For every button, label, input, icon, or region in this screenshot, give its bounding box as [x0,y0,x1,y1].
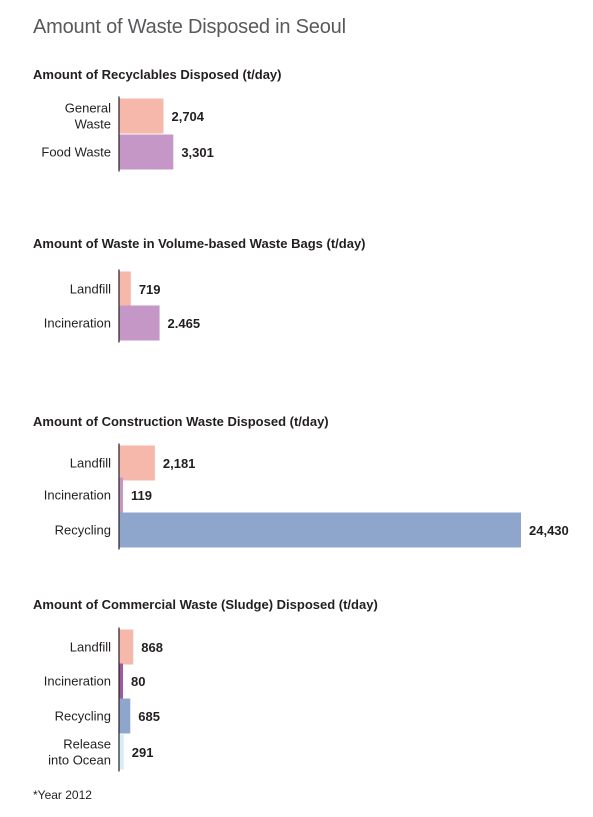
chart-title: Amount of Waste in Volume-based Waste Ba… [33,236,366,251]
chart-panel-4: Amount of Commercial Waste (Sludge) Disp… [33,597,378,772]
bar-incineration [119,663,123,699]
value-label: 24,430 [529,523,569,538]
chart-title: Amount of Construction Waste Disposed (t… [33,414,329,429]
bar-incineration [119,305,160,341]
value-label: 719 [139,282,161,297]
value-label: 291 [132,745,154,760]
bar-recycling [119,698,131,734]
category-label: General Waste [65,101,111,132]
chart-title: Amount of Recyclables Disposed (t/day) [33,67,282,82]
chart-title: Amount of Commercial Waste (Sludge) Disp… [33,597,378,612]
category-label: Landfill [70,282,111,297]
category-label: Incineration [44,674,111,689]
bar-release-into-ocean [119,734,124,770]
category-label: Landfill [70,456,111,471]
category-label: Recycling [55,709,111,724]
value-label: 868 [141,640,163,655]
value-label: 2,181 [163,456,196,471]
bar-recycling [119,512,521,548]
bar-landfill [119,271,131,307]
bar-general-waste [119,98,164,134]
chart-panel-3: Amount of Construction Waste Disposed (t… [33,414,569,550]
category-label: Food Waste [41,145,111,160]
category-label: Landfill [70,640,111,655]
bar-landfill [119,445,155,481]
value-label: 2.465 [168,316,201,331]
bar-incineration [119,477,123,513]
category-label: Incineration [44,316,111,331]
page-title: Amount of Waste Disposed in Seoul [33,16,346,38]
category-label: Incineration [44,488,111,503]
chart-panel-1: Amount of Recyclables Disposed (t/day) Ge… [33,67,282,172]
chart-panel-2: Amount of Waste in Volume-based Waste Ba… [33,236,366,343]
footnote: *Year 2012 [33,788,92,802]
value-label: 119 [131,488,152,503]
value-label: 2,704 [171,109,204,124]
bar-food-waste [119,134,174,170]
value-label: 80 [131,674,145,689]
value-label: 685 [138,709,160,724]
category-label: Recycling [55,523,111,538]
bar-landfill [119,629,134,665]
category-label: Release into Ocean [48,737,111,768]
value-label: 3,301 [181,145,214,160]
